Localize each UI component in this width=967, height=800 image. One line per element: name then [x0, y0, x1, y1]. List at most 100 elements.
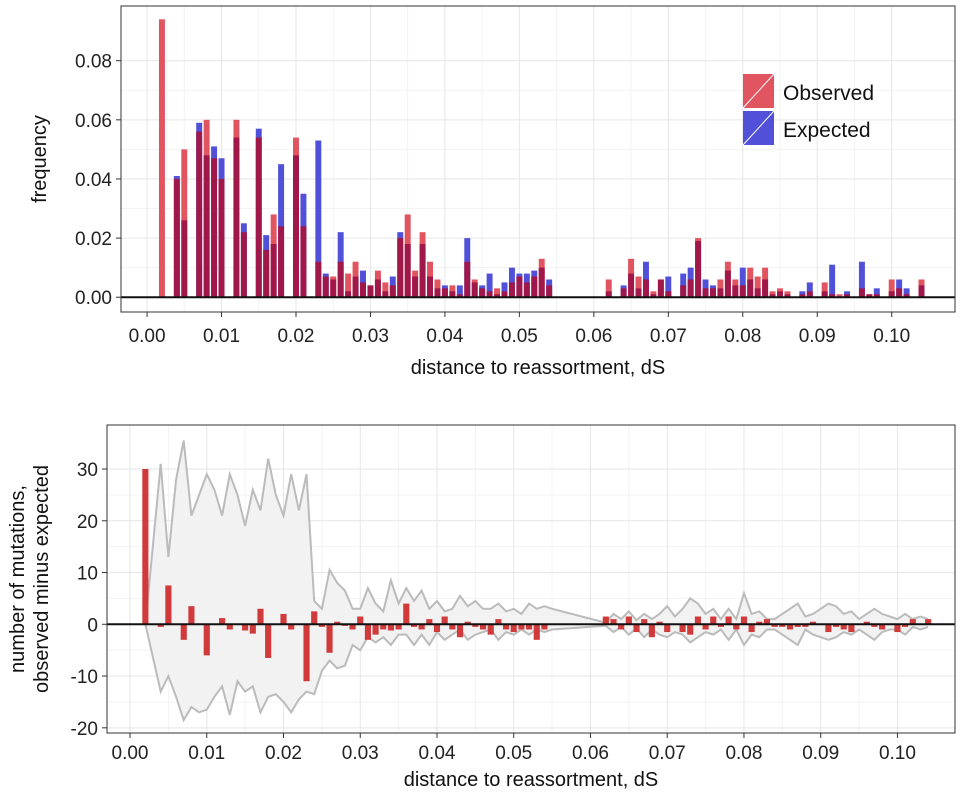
residual-bar: [249, 624, 256, 634]
residual-bar: [902, 624, 909, 627]
residual-bar: [410, 624, 418, 627]
bar-overlap: [352, 276, 359, 298]
residual-bar: [318, 624, 325, 627]
residual-bar: [894, 624, 901, 633]
residual-bar: [779, 624, 786, 627]
bar-overlap: [762, 279, 769, 298]
bar-expected: [873, 288, 880, 298]
bar-overlap: [747, 279, 754, 298]
bar-overlap: [724, 270, 731, 298]
top-x-tick-label: 0.04: [426, 326, 463, 347]
residual-bar: [610, 619, 617, 625]
null-envelope-lower-line: [144, 624, 929, 723]
bar-overlap: [523, 282, 530, 298]
bar-expected: [806, 282, 813, 298]
bar-overlap: [903, 294, 910, 298]
residual-bar: [372, 624, 379, 635]
bar-observed: [345, 273, 352, 298]
bar-overlap: [397, 238, 404, 298]
bar-overlap: [665, 291, 672, 298]
bar-overlap: [218, 178, 225, 298]
legend-item-observed: Observed: [742, 73, 874, 109]
bottom-x-tick-label: 0.10: [879, 743, 916, 764]
bar-expected: [829, 264, 836, 298]
residual-bar: [809, 621, 817, 625]
bottom-x-axis: 0.00 0.01 0.02 0.03 0.04 0.05 0.06 0.07 0.08 0.09…: [112, 733, 916, 764]
bottom-y-axis-title-line-1: number of mutations,: [7, 485, 29, 673]
residual-bar: [157, 624, 164, 627]
bar-overlap: [858, 288, 865, 298]
residual-bar: [802, 624, 809, 627]
bar-overlap: [233, 137, 240, 298]
bar-overlap: [702, 288, 709, 298]
top-y-axis: 0.00 0.02 0.04 0.06 0.08: [75, 52, 121, 309]
bar-overlap: [642, 279, 649, 298]
bar-overlap: [434, 288, 441, 298]
residual-bar: [387, 624, 395, 631]
residual-bar: [748, 624, 755, 633]
top-y-tick-label: 0.00: [75, 288, 112, 309]
top-y-axis-title: frequency: [29, 115, 51, 203]
bottom-y-tick-label: 10: [77, 564, 98, 585]
bar-overlap: [546, 285, 553, 298]
bottom-y-tick-label: 30: [77, 460, 98, 481]
bottom-x-tick-label: 0.04: [418, 743, 455, 764]
top-x-tick-label: 0.10: [873, 326, 910, 347]
bottom-x-tick-label: 0.00: [112, 743, 149, 764]
bar-expected: [315, 140, 322, 298]
bar-expected: [501, 282, 508, 298]
bar-observed: [836, 294, 843, 298]
bottom-y-axis: -20 -10 0 10 20 30: [71, 460, 107, 740]
residual-bar: [687, 624, 694, 635]
residual-bar: [449, 624, 456, 630]
residual-bar: [487, 624, 494, 635]
bar-overlap: [412, 276, 419, 298]
bottom-panel-border: [106, 424, 956, 734]
bar-overlap: [337, 261, 344, 298]
residual-bar: [618, 624, 625, 630]
bottom-x-tick-label: 0.02: [265, 743, 302, 764]
bar-overlap: [784, 294, 791, 298]
top-x-tick-label: 0.05: [501, 326, 538, 347]
bar-overlap: [479, 288, 486, 298]
bar-overlap: [374, 279, 381, 298]
residual-bar: [840, 624, 847, 630]
residual-bar: [219, 618, 226, 625]
bar-overlap: [769, 294, 776, 298]
bar-overlap: [345, 291, 352, 298]
top-y-tick-label: 0.08: [75, 52, 112, 73]
residual-bar: [226, 624, 233, 630]
bar-overlap: [657, 279, 664, 298]
bottom-x-axis-title: distance to reassortment, dS: [404, 769, 659, 791]
residual-bar: [879, 624, 886, 630]
residual-bar: [288, 624, 295, 630]
bar-overlap: [464, 261, 471, 298]
residual-bar: [441, 616, 448, 625]
bar-observed: [754, 276, 761, 298]
bar-overlap: [888, 291, 895, 298]
residual-bar: [541, 624, 548, 630]
bar-overlap: [404, 244, 411, 298]
bar-expected: [903, 288, 910, 298]
bar-observed: [635, 276, 642, 298]
residual-bar: [648, 624, 655, 638]
residual-bar: [479, 624, 487, 630]
bar-observed: [605, 279, 612, 298]
bar-observed: [821, 282, 828, 298]
bar-overlap: [427, 276, 434, 298]
residual-bar: [633, 624, 640, 633]
bar-observed: [158, 19, 165, 298]
top-x-tick-label: 0.08: [724, 326, 761, 347]
top-y-tick-label: 0.04: [75, 170, 112, 191]
residual-bar: [280, 613, 287, 625]
residual-bar: [395, 624, 402, 630]
residual-bar: [625, 616, 632, 625]
bar-overlap: [181, 220, 188, 298]
bar-observed: [494, 288, 501, 298]
bar-overlap: [203, 155, 210, 298]
bar-overlap: [240, 232, 247, 298]
bar-overlap: [315, 261, 322, 298]
bar-overlap: [605, 291, 612, 298]
bar-overlap: [263, 249, 270, 298]
residual-bar: [456, 624, 464, 638]
